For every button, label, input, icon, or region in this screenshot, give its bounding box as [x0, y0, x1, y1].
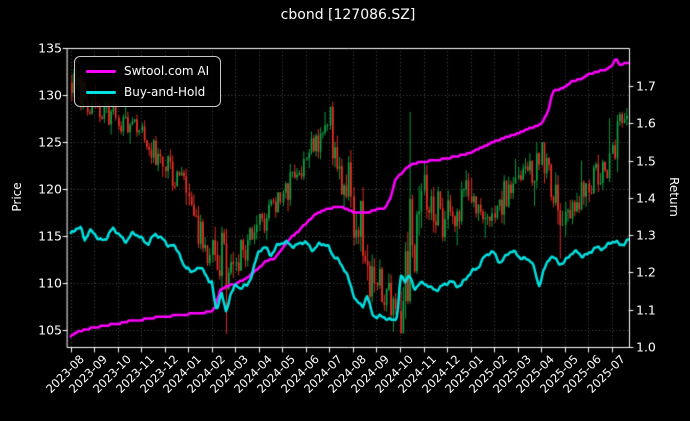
legend-label-ai: Swtool.com AI — [124, 64, 210, 78]
chart-title: cbond [127086.SZ] — [280, 7, 416, 23]
price-tick-label: 130 — [38, 87, 62, 103]
legend: Swtool.com AI Buy-and-Hold — [74, 56, 222, 107]
return-tick-label: 1.4 — [636, 190, 656, 206]
return-tick-label: 1.3 — [636, 227, 656, 243]
legend-item-bh: Buy-and-Hold — [86, 85, 209, 99]
price-tick-label: 125 — [38, 134, 62, 150]
return-tick-label: 1.5 — [636, 153, 656, 169]
price-tick-label: 120 — [38, 181, 62, 197]
bh-line-swatch — [86, 90, 116, 94]
return-tick-label: 1.6 — [636, 115, 656, 131]
price-tick-label: 110 — [38, 275, 62, 291]
return-tick-label: 1.2 — [636, 264, 656, 280]
price-tick-label: 135 — [38, 40, 62, 56]
right-axis-title: Return — [667, 177, 681, 217]
legend-label-bh: Buy-and-Hold — [124, 85, 206, 99]
ai-line-swatch — [86, 69, 116, 73]
price-tick-label: 105 — [38, 322, 62, 338]
return-tick-label: 1.0 — [636, 339, 656, 355]
legend-item-ai: Swtool.com AI — [86, 64, 209, 78]
price-tick-label: 115 — [38, 228, 62, 244]
return-tick-label: 1.1 — [636, 302, 656, 318]
return-tick-label: 1.7 — [636, 78, 656, 94]
